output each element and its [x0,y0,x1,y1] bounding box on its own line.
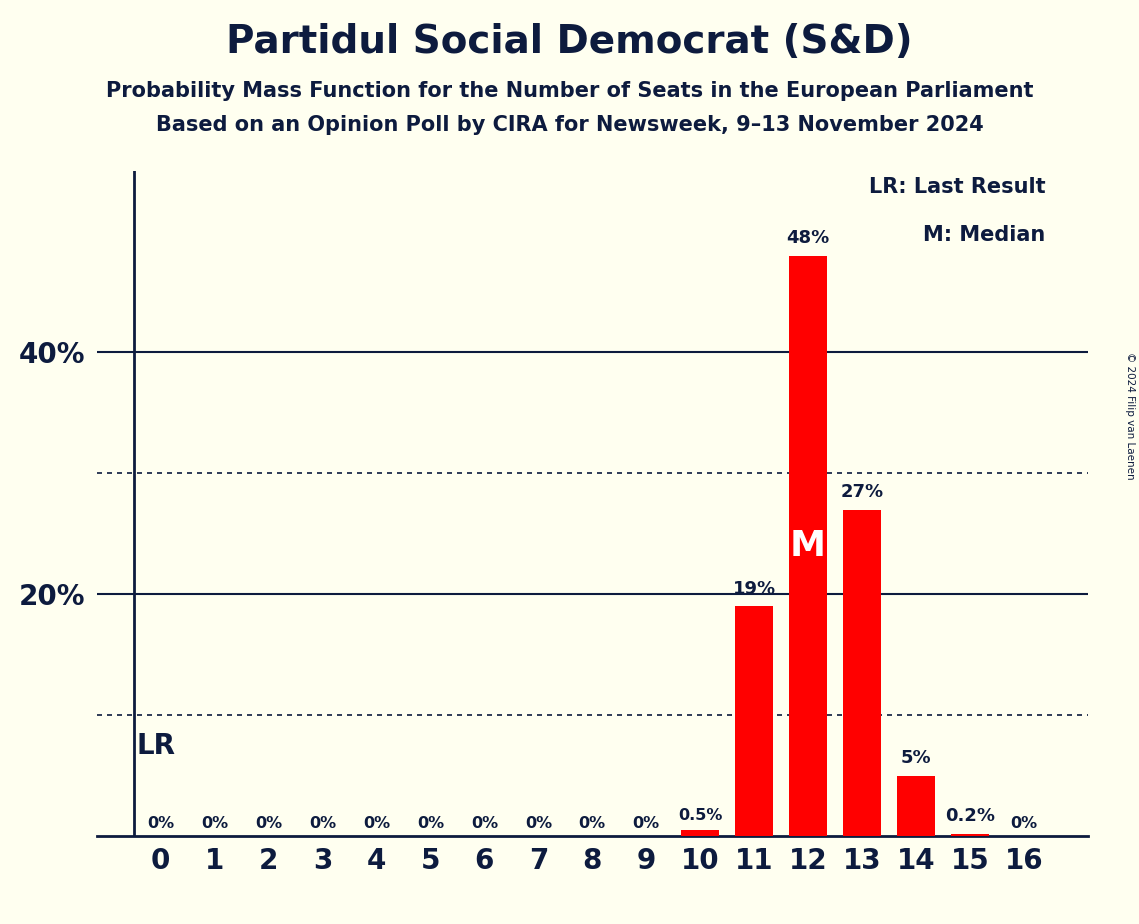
Bar [951,833,989,836]
Text: 27%: 27% [841,483,884,501]
Text: 19%: 19% [732,580,776,598]
Text: Probability Mass Function for the Number of Seats in the European Parliament: Probability Mass Function for the Number… [106,81,1033,102]
Text: 0%: 0% [202,817,228,832]
Text: 48%: 48% [786,229,829,247]
Text: 0%: 0% [417,817,444,832]
Text: 0%: 0% [363,817,390,832]
Text: 0%: 0% [309,817,336,832]
Text: 0.5%: 0.5% [678,808,722,823]
Bar [843,510,880,836]
Text: 0%: 0% [1010,817,1038,832]
Bar [898,776,935,836]
Text: 0%: 0% [255,817,282,832]
Bar [681,830,719,836]
Text: 0%: 0% [470,817,498,832]
Bar [789,256,827,836]
Text: LR: Last Result: LR: Last Result [869,177,1046,197]
Text: 0%: 0% [632,817,659,832]
Text: LR: LR [137,732,175,760]
Text: M: Median: M: Median [923,225,1046,246]
Text: 0%: 0% [147,817,174,832]
Text: 0.2%: 0.2% [945,808,994,825]
Text: M: M [790,529,826,563]
Text: Based on an Opinion Poll by CIRA for Newsweek, 9–13 November 2024: Based on an Opinion Poll by CIRA for New… [156,115,983,135]
Bar [736,606,773,836]
Text: 5%: 5% [901,749,932,767]
Text: © 2024 Filip van Laenen: © 2024 Filip van Laenen [1125,352,1134,480]
Text: 0%: 0% [579,817,606,832]
Text: Partidul Social Democrat (S&D): Partidul Social Democrat (S&D) [227,23,912,61]
Text: 0%: 0% [525,817,552,832]
